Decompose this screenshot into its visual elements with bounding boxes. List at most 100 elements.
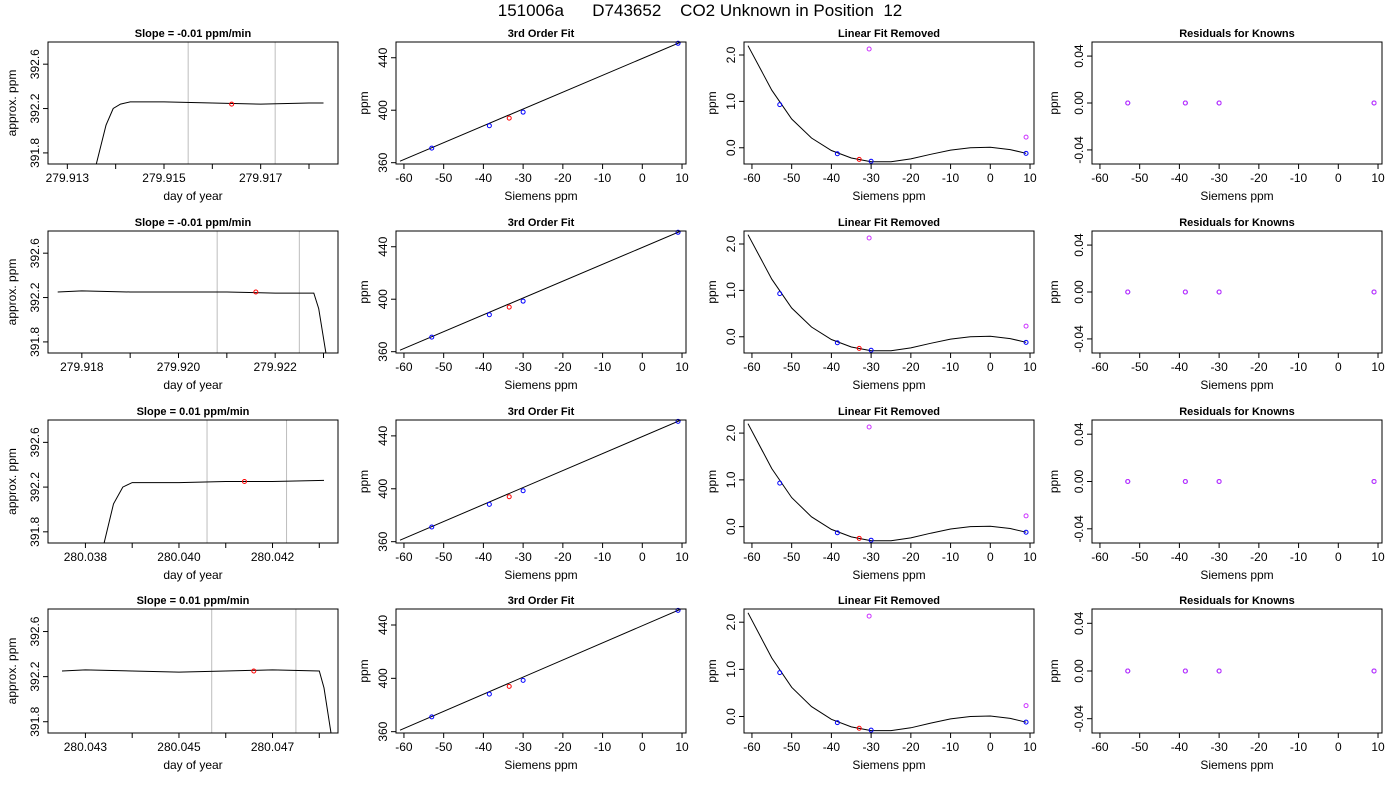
fit-y-label: ppm [357,280,371,303]
linear-removed-title: Linear Fit Removed [838,217,940,229]
unknown-sample-point [506,115,512,121]
time-panel-frame [47,419,339,544]
magenta-point [1023,703,1029,709]
fit-title: 3rd Order Fit [508,28,575,40]
lin-y-tick-label: 2.0 [724,424,738,441]
time-y-tick-label: 392.2 [28,282,42,312]
fit-x-tick-label: -10 [594,740,612,754]
residual-point-overlay [1216,100,1222,106]
fit-y-label: ppm [357,91,371,114]
residuals-panel-frame [1091,608,1383,734]
lin-x-tick-label: -10 [942,171,960,185]
res-x-tick-label: 10 [1371,171,1385,185]
known-standard-point [486,501,492,507]
fit-y-tick-label: 400 [376,289,390,309]
time-x-tick-label: 279.915 [142,171,186,185]
lin-x-tick-label: -40 [823,550,841,564]
fit-y-label: ppm [357,470,371,493]
time-y-tick-label: 391.8 [28,327,42,357]
res-x-tick-label: 0 [1335,550,1342,564]
known-standard-point [1023,529,1029,535]
time-y-tick-label: 392.2 [28,93,42,123]
residuals-panel-frame [1091,230,1383,354]
res-x-tick-label: -50 [1131,360,1149,374]
concentration-trace [103,479,325,543]
time-x-tick-label: 279.922 [253,360,297,374]
unknown-sample-point [506,683,512,689]
res-x-tick-label: -20 [1250,740,1268,754]
res-x-tick-label: -40 [1171,360,1189,374]
known-standard-point [675,40,681,46]
lin-x-tick-label: 10 [1023,740,1037,754]
magenta-point [866,235,872,241]
lin-x-tick-label: -60 [743,740,761,754]
residual-point-overlay [1125,668,1131,674]
lin-y-tick-label: 0.0 [724,518,738,535]
time-y-tick-label: 392.6 [28,238,42,268]
res-x-tick-label: 0 [1335,740,1342,754]
slope-title: Slope = -0.01 ppm/min [135,28,252,40]
lin-x-label: Siemens ppm [852,758,925,772]
res-x-tick-label: -50 [1131,171,1149,185]
cubic-residual-curve [747,423,1027,542]
res-x-tick-label: -30 [1210,360,1228,374]
residuals-panel-frame [1091,419,1383,544]
res-x-tick-label: -30 [1210,550,1228,564]
fit-y-tick-label: 360 [376,531,390,551]
fit-x-tick-label: -60 [395,171,413,185]
residual-point-overlay [1216,479,1222,484]
res-y-tick-label: 0.04 [1072,611,1086,635]
time-x-tick-label: 279.913 [46,171,90,185]
time-x-tick-label: 279.917 [239,171,283,185]
res-y-tick-label: 0.04 [1072,44,1086,68]
lin-x-tick-label: 10 [1023,360,1037,374]
time-y-label: approx. ppm [5,448,19,515]
fit-line [399,609,683,731]
fit-y-label: ppm [357,659,371,682]
lin-x-label: Siemens ppm [852,378,925,392]
known-standard-point [486,123,492,129]
residual-point-overlay [1216,289,1222,295]
residual-point-overlay [1182,100,1188,106]
lin-y-tick-label: 0.0 [724,328,738,345]
res-x-label: Siemens ppm [1200,378,1273,392]
fit-x-tick-label: 10 [675,550,689,564]
residuals-title: Residuals for Knowns [1179,406,1295,418]
fit-y-tick-label: 400 [376,100,390,120]
time-y-label: approx. ppm [5,259,19,326]
res-y-tick-label: -0.04 [1072,136,1086,164]
unknown-sample-point [856,345,862,351]
linear-removed-panel-frame [743,41,1035,165]
fit-x-tick-label: -60 [395,550,413,564]
time-y-label: approx. ppm [5,70,19,137]
time-x-tick-label: 279.918 [60,360,104,374]
fit-x-tick-label: -50 [435,740,453,754]
lin-x-tick-label: -30 [862,360,880,374]
time-x-tick-label: 279.920 [157,360,201,374]
fit-y-tick-label: 360 [376,721,390,741]
fit-panel-frame [395,41,687,165]
res-x-tick-label: 10 [1371,550,1385,564]
fit-y-tick-label: 360 [376,152,390,172]
time-x-tick-label: 280.047 [251,740,295,754]
residual-point-overlay [1371,668,1377,674]
time-x-label: day of year [163,568,222,582]
cubic-residual-curve [747,234,1027,352]
lin-x-tick-label: -40 [823,740,841,754]
fit-y-tick-label: 440 [376,426,390,446]
known-standard-point [868,537,874,543]
residual-point-overlay [1125,479,1131,484]
known-standard-point [486,691,492,697]
cubic-residual-curve [747,612,1027,732]
res-x-tick-label: -30 [1210,740,1228,754]
res-x-tick-label: 0 [1335,360,1342,374]
fit-x-label: Siemens ppm [504,758,577,772]
lin-x-tick-label: 0 [987,740,994,754]
time-y-tick-label: 392.6 [28,49,42,79]
lin-y-tick-label: 1.0 [724,93,738,110]
lin-y-tick-label: 1.0 [724,661,738,678]
res-y-tick-label: -0.04 [1072,325,1086,353]
lin-y-label: ppm [705,659,719,682]
linear-removed-panel-frame [743,608,1035,734]
